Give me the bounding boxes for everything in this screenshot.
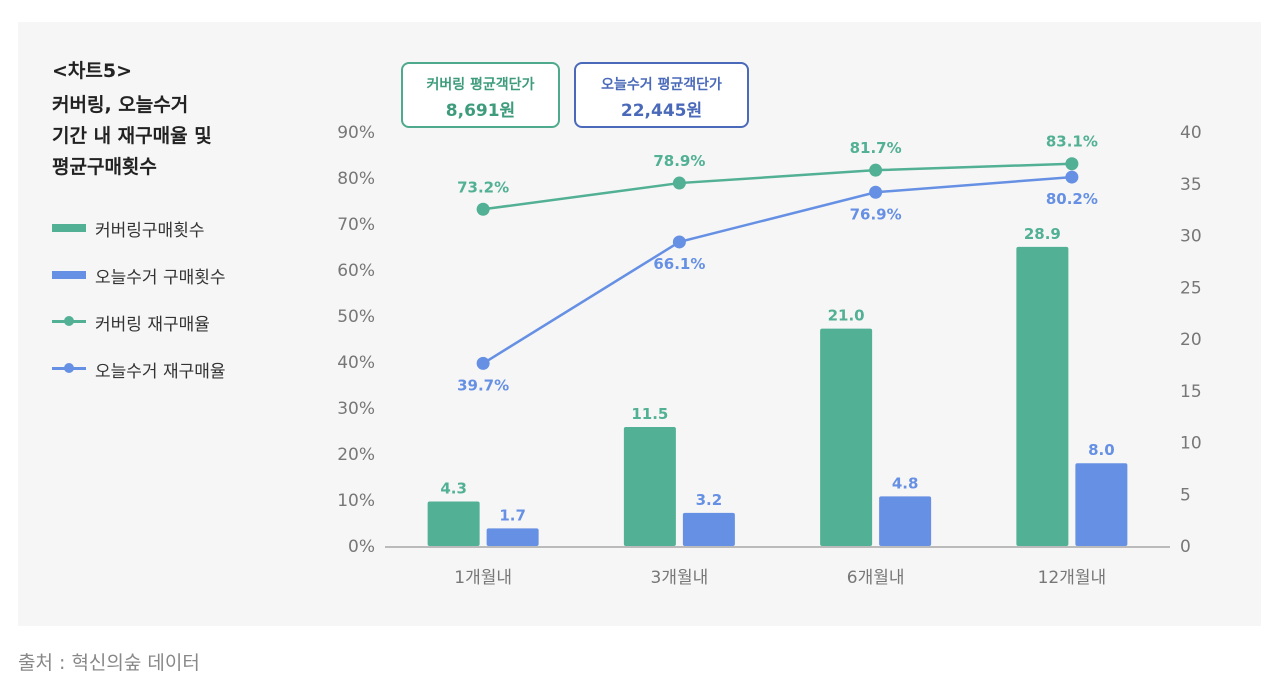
line-value-label: 78.9% xyxy=(653,152,705,170)
bar-value-label: 3.2 xyxy=(696,491,723,509)
line-point xyxy=(869,185,883,199)
series-line xyxy=(482,175,1072,365)
legend-swatch-blue-bar xyxy=(52,271,86,279)
bar xyxy=(879,496,932,546)
legend-dot-blue xyxy=(64,363,74,373)
y-right-tick-label: 30 xyxy=(1180,227,1202,247)
line-point xyxy=(672,235,686,249)
line-value-label: 76.9% xyxy=(850,205,902,223)
line-value-label: 73.2% xyxy=(457,178,509,196)
y-right-tick-label: 5 xyxy=(1180,485,1191,505)
y-right-tick-label: 0 xyxy=(1180,537,1191,557)
y-left-tick-label: 30% xyxy=(337,399,375,419)
chart-number-label: <차트5> xyxy=(52,60,133,82)
bar xyxy=(427,501,480,546)
y-left-tick-label: 0% xyxy=(348,537,375,557)
bar xyxy=(682,512,735,546)
y-right-tick-label: 25 xyxy=(1180,278,1202,298)
info-box-covering-avg-price: 커버링 평균객단가 8,691원 xyxy=(401,62,560,128)
x-tick-label: 12개월내 xyxy=(1038,568,1107,588)
bar-value-label: 4.8 xyxy=(892,474,919,492)
y-left-tick-label: 40% xyxy=(337,353,375,373)
y-right-tick-label: 10 xyxy=(1180,434,1202,454)
y-left-tick-label: 70% xyxy=(337,215,375,235)
info-box-today-avg-price: 오늘수거 평균객단가 22,445원 xyxy=(574,62,749,128)
bar-value-label: 4.3 xyxy=(440,479,467,497)
line-value-label: 39.7% xyxy=(457,376,509,394)
line-point xyxy=(1065,170,1079,184)
bar-value-label: 8.0 xyxy=(1088,441,1115,459)
y-left-tick-label: 80% xyxy=(337,169,375,189)
line-point xyxy=(672,176,686,190)
legend-dot-green xyxy=(64,316,74,326)
series-line xyxy=(482,162,1072,211)
y-left-tick-label: 10% xyxy=(337,491,375,511)
line-point xyxy=(869,163,883,177)
y-right-tick-label: 40 xyxy=(1180,123,1202,143)
info-box-label: 오늘수거 평균객단가 xyxy=(601,77,722,93)
y-right-tick-label: 15 xyxy=(1180,382,1202,402)
y-right-tick-label: 20 xyxy=(1180,330,1202,350)
bar xyxy=(820,328,873,546)
bar xyxy=(623,426,676,546)
y-left-tick-label: 90% xyxy=(337,123,375,143)
legend-label: 커버링구매횟수 xyxy=(95,221,205,241)
y-left-tick-label: 60% xyxy=(337,261,375,281)
bar-value-label: 28.9 xyxy=(1024,225,1061,243)
legend-label: 오늘수거 재구매율 xyxy=(95,362,226,382)
y-right-tick-label: 35 xyxy=(1180,175,1202,195)
legend-item-today-rate: 오늘수거 재구매율 xyxy=(52,353,292,383)
bar xyxy=(1016,246,1069,546)
chart-title: 커버링, 오늘수거 기간 내 재구매율 및 평균구매횟수 xyxy=(52,94,212,178)
line-point xyxy=(1065,157,1079,171)
line-value-label: 66.1% xyxy=(653,255,705,273)
y-left-tick-label: 50% xyxy=(337,307,375,327)
legend-item-covering-rate: 커버링 재구매율 xyxy=(52,306,292,336)
legend-swatch-green-bar xyxy=(52,224,86,232)
bar xyxy=(1075,463,1128,546)
line-value-label: 80.2% xyxy=(1046,190,1098,208)
bar xyxy=(486,528,539,546)
bar-value-label: 11.5 xyxy=(631,405,668,423)
x-tick-label: 1개월내 xyxy=(454,568,512,588)
line-point xyxy=(476,202,490,216)
line-point xyxy=(476,356,490,370)
info-box-value: 8,691원 xyxy=(445,101,516,121)
y-left-tick-label: 20% xyxy=(337,445,375,465)
source-note: 출처 : 혁신의숲 데이터 xyxy=(18,652,200,674)
line-value-label: 83.1% xyxy=(1046,133,1098,151)
bar-value-label: 21.0 xyxy=(828,307,865,325)
legend-label: 오늘수거 구매횟수 xyxy=(95,268,226,288)
legend-label: 커버링 재구매율 xyxy=(95,315,210,335)
line-value-label: 81.7% xyxy=(850,139,902,157)
bar-value-label: 1.7 xyxy=(499,506,526,524)
legend-item-covering-count: 커버링구매횟수 xyxy=(52,212,292,242)
legend-item-today-count: 오늘수거 구매횟수 xyxy=(52,259,292,289)
info-box-label: 커버링 평균객단가 xyxy=(426,77,535,93)
x-tick-label: 3개월내 xyxy=(651,568,709,588)
info-box-value: 22,445원 xyxy=(620,101,703,121)
x-tick-label: 6개월내 xyxy=(847,568,905,588)
